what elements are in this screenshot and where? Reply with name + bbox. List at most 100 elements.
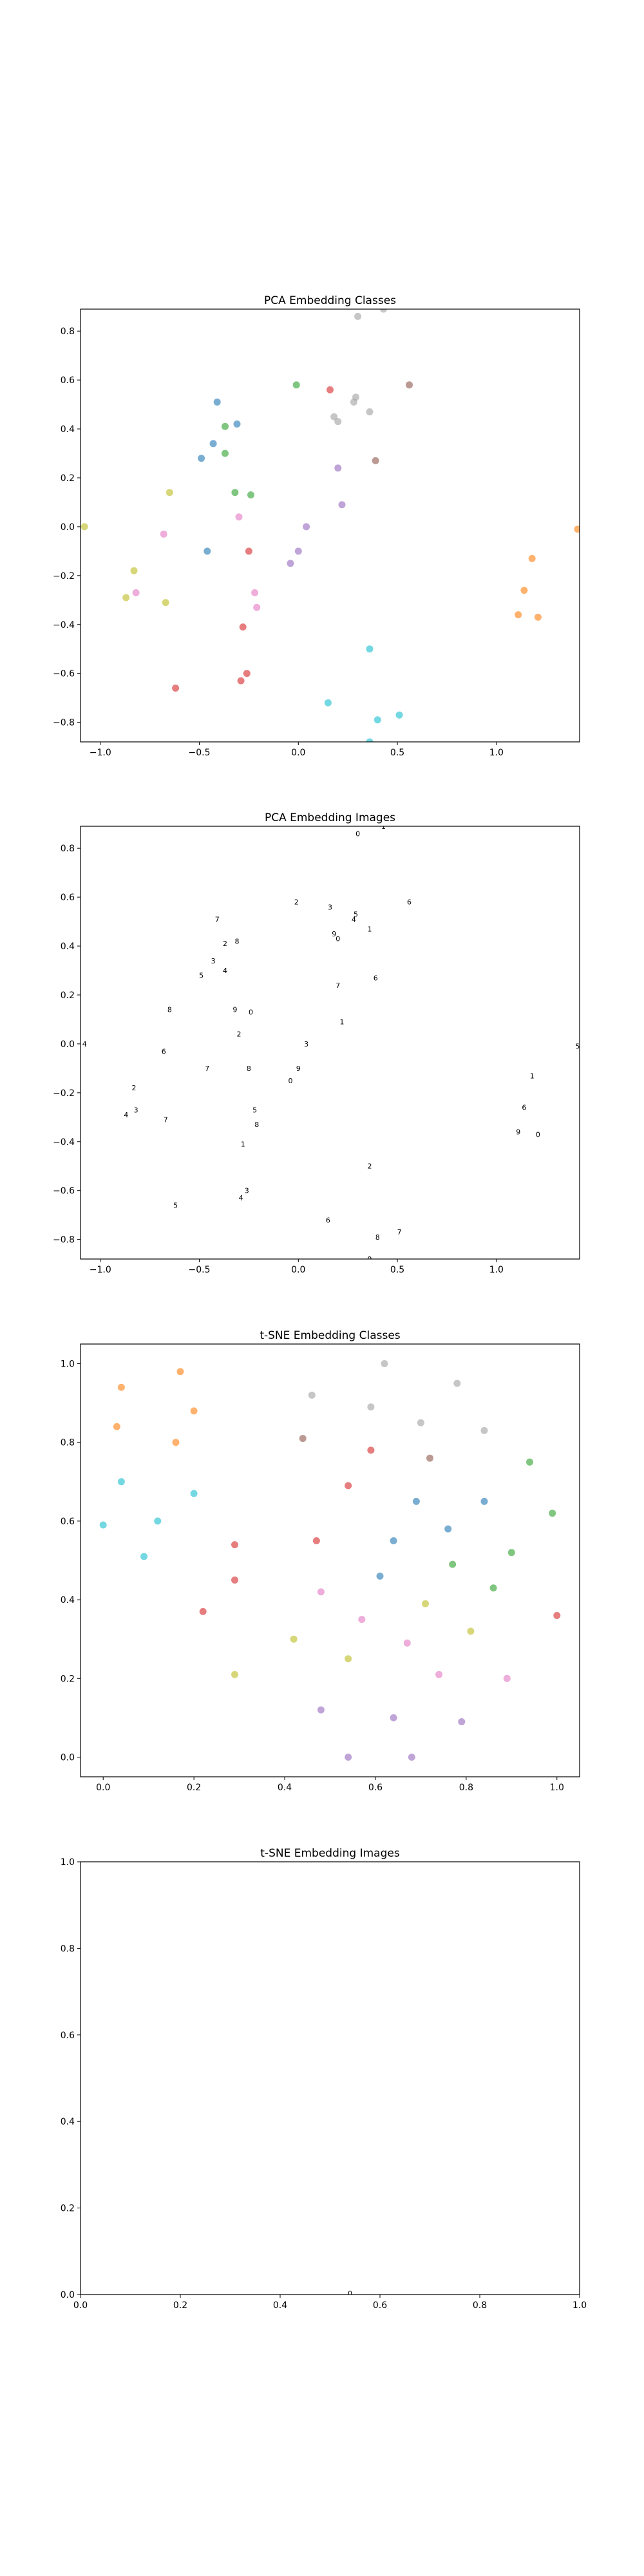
data-point <box>122 594 130 601</box>
x-tick-label: −1.0 <box>90 748 111 758</box>
x-tick-label: 0.2 <box>187 1783 201 1793</box>
y-tick-label: 0.0 <box>61 1039 75 1050</box>
data-point <box>80 523 88 531</box>
data-point <box>366 408 374 415</box>
y-tick-label: 0.0 <box>61 2290 75 2300</box>
y-tick-label: −0.2 <box>53 571 75 582</box>
y-tick-label: 0.2 <box>61 1674 75 1684</box>
data-point <box>354 312 362 320</box>
data-point <box>358 1616 366 1624</box>
y-tick-label: 0.0 <box>61 522 75 533</box>
digit-image-marker: 7 <box>397 1228 402 1236</box>
x-tick-label: 0.0 <box>291 1265 305 1275</box>
data-point <box>247 491 254 498</box>
y-tick-label: −0.8 <box>53 1235 75 1245</box>
data-point <box>292 381 300 389</box>
y-tick-label: 0.6 <box>61 1517 75 1527</box>
data-point <box>290 1635 298 1643</box>
data-point <box>172 1439 180 1446</box>
plot-area <box>99 1360 561 1761</box>
y-tick-label: −0.6 <box>53 669 75 679</box>
pca-images-title: PCA Embedding Images <box>265 811 395 824</box>
data-point <box>334 418 342 426</box>
data-point <box>381 1360 388 1367</box>
axes-frame <box>80 1861 580 2295</box>
data-point <box>132 589 140 596</box>
digit-image-marker: 1 <box>381 822 386 831</box>
data-point <box>231 1671 238 1678</box>
data-point <box>299 1435 307 1443</box>
y-tick-label: 0.8 <box>61 1438 75 1448</box>
data-point <box>426 1454 433 1462</box>
data-point <box>330 413 338 421</box>
y-tick-label: −0.8 <box>53 718 75 728</box>
y-tick-label: 0.2 <box>61 473 75 484</box>
y-tick-label: 0.2 <box>61 2204 75 2214</box>
digit-image-marker: 6 <box>522 1104 526 1112</box>
data-point <box>222 450 229 457</box>
x-tick-label: 0.0 <box>291 748 305 758</box>
digit-image-marker: 6 <box>407 898 412 907</box>
tsne-classes-title: t-SNE Embedding Classes <box>260 1329 400 1342</box>
data-point <box>117 1478 125 1486</box>
x-tick-label: 0.0 <box>73 2300 88 2311</box>
data-point <box>345 1754 352 1761</box>
data-point <box>113 1423 120 1430</box>
data-point <box>130 567 138 574</box>
digit-image-marker: 8 <box>247 1065 251 1073</box>
digit-image-marker: 7 <box>205 1065 209 1073</box>
digit-image-marker: 2 <box>223 940 227 948</box>
x-tick-label: 0.5 <box>390 748 404 758</box>
data-point <box>345 1655 352 1663</box>
x-tick-label: 1.0 <box>489 1265 504 1275</box>
y-tick-label: −0.4 <box>53 1137 75 1148</box>
x-tick-label: −0.5 <box>189 748 211 758</box>
digit-image-marker: 5 <box>252 1106 257 1114</box>
data-point <box>372 457 379 464</box>
digit-image-marker: 6 <box>162 1047 166 1056</box>
data-point <box>253 603 261 611</box>
y-tick-label: 1.0 <box>61 1857 75 1868</box>
digit-image-marker: 6 <box>326 1216 330 1224</box>
x-tick-label: 1.0 <box>573 2300 587 2311</box>
data-point <box>406 381 413 389</box>
data-point <box>453 1379 461 1387</box>
x-tick-label: 0.2 <box>173 2300 187 2311</box>
data-point <box>503 1674 511 1682</box>
digit-image-marker: 8 <box>235 937 240 945</box>
data-point <box>239 623 247 631</box>
digit-image-marker: 4 <box>239 1194 243 1202</box>
data-point <box>308 1391 316 1399</box>
plot-area <box>80 309 580 742</box>
data-point <box>467 1627 475 1635</box>
y-tick-label: 0.6 <box>61 893 75 903</box>
data-point <box>435 1671 443 1678</box>
y-tick-label: 0.4 <box>61 942 75 952</box>
digit-image-marker: 0 <box>249 1009 253 1017</box>
data-point <box>395 711 403 719</box>
digit-image-marker: 8 <box>167 1006 172 1014</box>
data-point <box>235 513 243 521</box>
data-point <box>231 1541 238 1549</box>
data-point <box>449 1560 457 1568</box>
axes-frame <box>80 308 580 743</box>
data-point <box>366 738 374 742</box>
data-point <box>154 1517 162 1525</box>
data-point <box>352 393 359 401</box>
data-point <box>166 489 173 497</box>
digit-image-marker: 2 <box>132 1084 137 1092</box>
digit-image-marker: 2 <box>237 1030 242 1039</box>
data-point <box>489 1584 497 1592</box>
digit-image-marker: 5 <box>199 972 204 980</box>
digit-image-marker: 3 <box>304 1040 308 1048</box>
digit-image-marker: 3 <box>134 1106 138 1114</box>
data-point <box>176 1368 184 1376</box>
digit-image-marker: 1 <box>340 1018 345 1027</box>
data-point <box>231 489 239 497</box>
data-point <box>417 1419 424 1426</box>
digit-image-marker: 2 <box>294 898 299 907</box>
data-point <box>444 1525 452 1533</box>
digit-image-marker: 7 <box>336 981 340 990</box>
data-point <box>222 422 229 430</box>
